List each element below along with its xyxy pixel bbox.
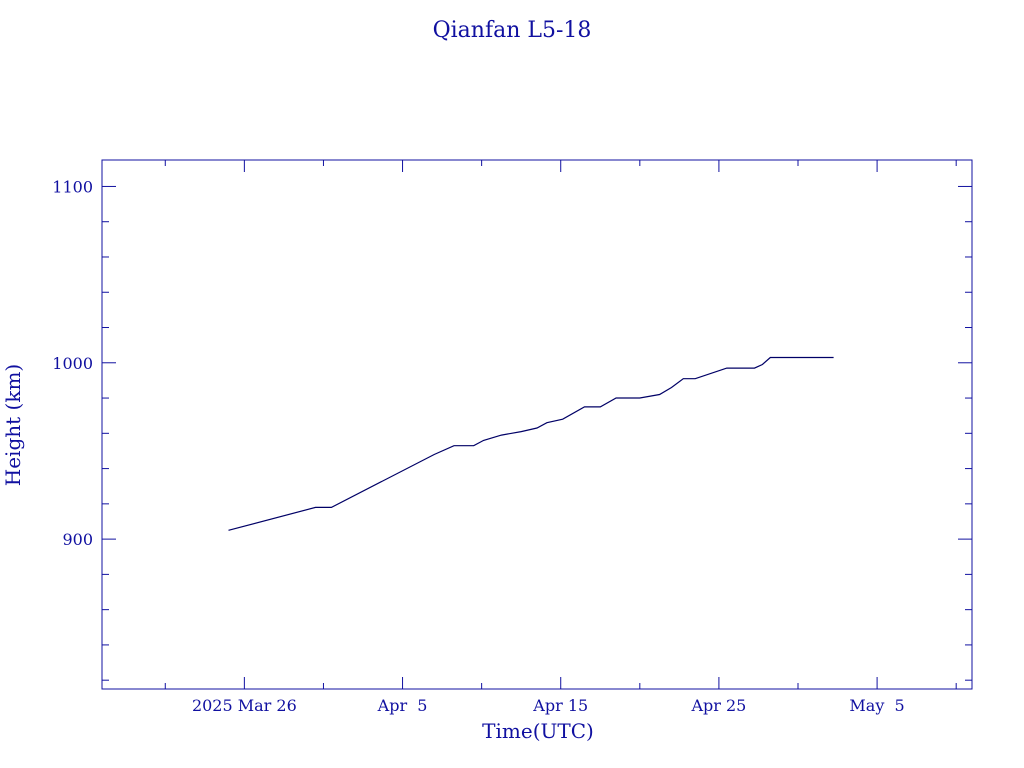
- x-tick-label: Apr 25: [690, 696, 746, 715]
- x-axis-label: Time(UTC): [482, 719, 594, 743]
- x-tick-label: Apr 5: [377, 696, 428, 715]
- axis-ticks: [102, 160, 972, 689]
- chart-title: Qianfan L5-18: [433, 18, 592, 43]
- x-axis-tick-labels: 2025 Mar 26 Apr 5 Apr 15 Apr 25 May 5: [192, 696, 905, 715]
- y-tick-label: 1000: [52, 354, 93, 373]
- plot-frame: [101, 159, 973, 690]
- y-tick-label: 900: [62, 530, 93, 549]
- y-axis-label: Height (km): [1, 364, 25, 486]
- x-tick-label: 2025 Mar 26: [192, 696, 297, 715]
- height-series-line: [228, 356, 834, 531]
- x-tick-label: Apr 15: [532, 696, 588, 715]
- y-tick-label: 1100: [52, 177, 93, 196]
- y-axis-tick-labels: 900 1000 1100: [52, 177, 93, 549]
- x-tick-label: May 5: [849, 696, 904, 715]
